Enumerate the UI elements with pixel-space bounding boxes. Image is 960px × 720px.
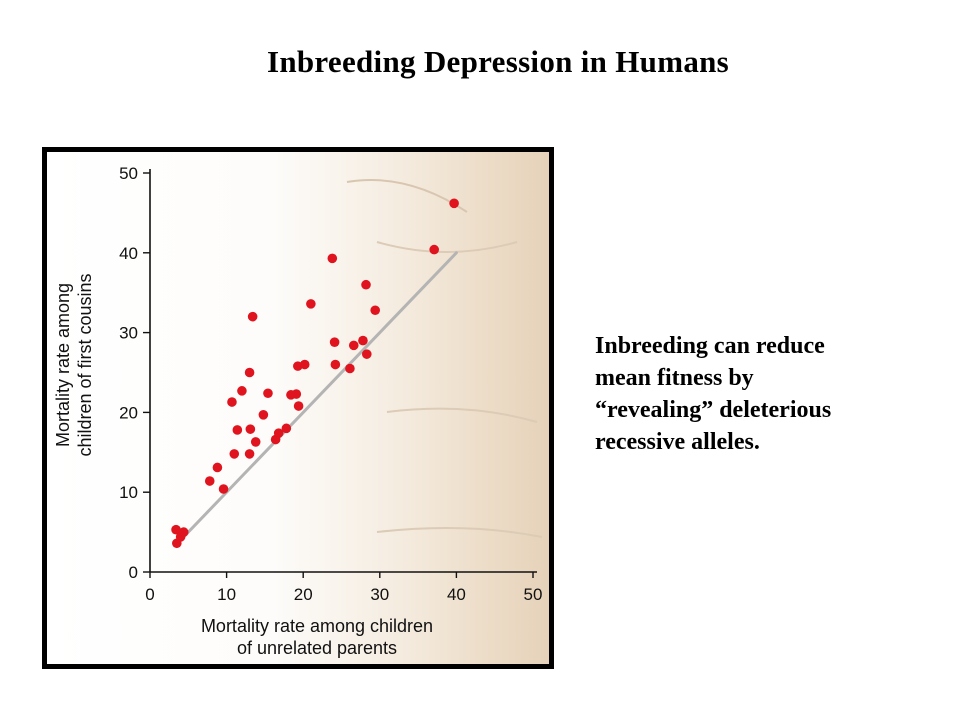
data-point (178, 527, 189, 537)
data-points (171, 198, 459, 549)
data-point (361, 279, 371, 290)
data-point (263, 388, 273, 399)
data-point (258, 409, 269, 420)
data-point (358, 335, 368, 346)
data-point (370, 305, 381, 316)
data-point (244, 367, 255, 378)
data-point (237, 386, 247, 396)
y-tick-label: 40 (119, 244, 138, 263)
data-point (212, 462, 223, 473)
figure-frame: 0 10 20 30 40 50 0 10 20 30 40 50 Mortality rate am… (42, 147, 554, 669)
x-tick-label: 20 (294, 585, 313, 604)
reference-line-layer (179, 251, 458, 542)
y-tick-label: 0 (129, 563, 138, 582)
y-tick-label: 20 (119, 403, 138, 422)
scatter-chart: 0 10 20 30 40 50 0 10 20 30 40 50 Mortality rate am… (53, 164, 543, 658)
y-tick-label: 50 (119, 164, 138, 183)
axis-labels: Mortality rate among children of unrelat… (53, 273, 433, 658)
bleed-mark-2 (376, 241, 518, 253)
y-tick-label: 30 (119, 324, 138, 343)
x-tick-label: 30 (370, 585, 389, 604)
caption-line-4: recessive alleles. (595, 429, 760, 455)
slide-title: Inbreeding Depression in Humans (266, 44, 730, 79)
data-point (171, 524, 181, 535)
caption-line-3: “revealing” deleterious (595, 397, 832, 423)
data-point (204, 476, 215, 486)
data-point (330, 359, 341, 370)
data-point (250, 437, 261, 447)
data-point (329, 337, 340, 347)
data-point (348, 340, 359, 351)
data-point (429, 244, 439, 255)
bleed-mark-4 (376, 527, 543, 538)
reference-line (179, 251, 458, 542)
caption-line-2: mean fitness by (595, 365, 754, 391)
caption-text: Inbreeding can reduce mean fitness by “r… (595, 330, 935, 458)
x-axis-label-line-2: of unrelated parents (237, 638, 397, 658)
data-point (227, 397, 237, 407)
data-point (232, 425, 243, 435)
data-point (361, 349, 372, 359)
x-tick-label: 50 (524, 585, 543, 604)
caption-line-1: Inbreeding can reduce (595, 333, 825, 359)
y-tick-label: 10 (119, 483, 138, 502)
data-point (218, 484, 229, 494)
bleed-mark-1 (346, 179, 468, 213)
x-tick-label: 0 (145, 585, 154, 604)
x-tick-label: 10 (217, 585, 236, 604)
y-axis-label-line-1: Mortality rate among (53, 283, 73, 447)
data-point (244, 449, 255, 459)
data-point (273, 428, 284, 438)
data-point (293, 401, 304, 411)
data-point (449, 198, 459, 209)
data-point (299, 359, 310, 370)
chart-axes: 0 10 20 30 40 50 0 10 20 30 40 50 (119, 164, 542, 604)
data-point (245, 424, 256, 434)
y-axis-label-line-2: children of first cousins (75, 273, 95, 456)
x-axis-label-line-1: Mortality rate among children (201, 616, 433, 636)
x-tick-label: 40 (447, 585, 466, 604)
data-point (247, 311, 258, 322)
data-point (306, 299, 316, 309)
figure-paper: 0 10 20 30 40 50 0 10 20 30 40 50 Mortality rate am… (47, 152, 549, 664)
data-point (345, 363, 355, 374)
data-point (291, 389, 302, 399)
data-point (327, 253, 338, 264)
data-point (281, 423, 292, 434)
data-point (229, 449, 240, 459)
bleed-mark-3 (386, 407, 538, 423)
paper-bleed-through (346, 179, 543, 538)
